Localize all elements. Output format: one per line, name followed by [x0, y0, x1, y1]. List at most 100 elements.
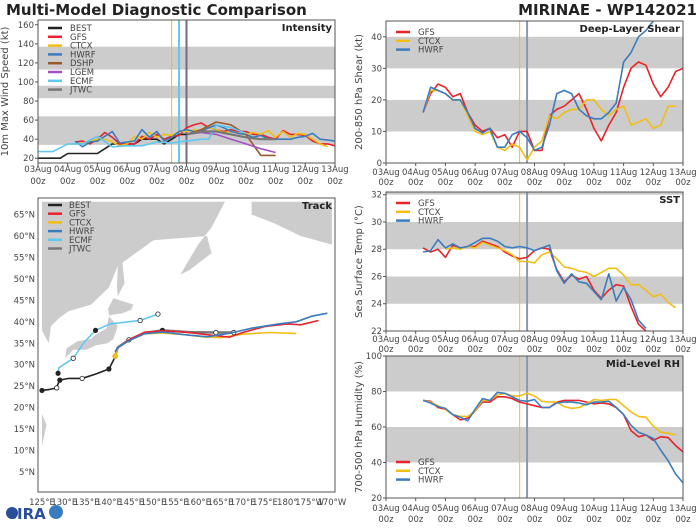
y-axis-label: 700-500 hPa Humidity (%) [354, 361, 365, 493]
shaded-band [386, 356, 683, 392]
legend-label-ctcx: CTCX [418, 208, 441, 218]
series-line-ctcx [422, 392, 676, 436]
series-line-jtwc [186, 130, 276, 141]
lon-tick-label: 130°E [51, 498, 77, 508]
track-position-marker [155, 311, 161, 317]
cira-logo: CIRA [6, 505, 63, 523]
y-tick-label: 60 [371, 423, 382, 433]
x-tick-label-hour: 00z [378, 178, 394, 188]
track-line-ecmf [57, 313, 159, 374]
y-tick-label: 26 [371, 272, 382, 282]
shaded-band [386, 36, 683, 69]
y-axis-label: 10m Max Wind Speed (kt) [0, 26, 11, 156]
lon-tick-label: 160°E [185, 498, 211, 508]
x-tick-label-hour: 00z [90, 177, 106, 187]
x-tick-label-day: 11Aug [262, 165, 289, 175]
figure-title: Multi-Model Diagnostic Comparison [6, 1, 307, 19]
lon-tick-label: 125°E [29, 498, 55, 508]
legend-label-hwrf: HWRF [70, 50, 96, 60]
series-line-hwrf [422, 391, 684, 484]
lon-tick-label: 170°W [317, 498, 346, 508]
x-tick-label-hour: 00z [119, 177, 135, 187]
legend-label-ecmf: ECMF [70, 77, 94, 87]
x-tick-label-day: 07Aug [143, 165, 170, 175]
shear-panel: 0 10 20 30 40 200-850 hPa Shear (kt) Deep-Laye… [354, 20, 684, 169]
lat-tick-label: 10°N [14, 447, 35, 457]
y-tick-label: 30 [371, 64, 382, 74]
x-tick-label-hour: 00z [179, 177, 195, 187]
x-tick-label-day: 05Aug [84, 165, 111, 175]
y-tick-label: 80 [23, 97, 34, 107]
track-position-marker [213, 329, 219, 336]
x-tick-label-day: 10Aug [580, 168, 607, 178]
legend-label-ctcx: CTCX [70, 42, 93, 52]
y-tick-label: 120 [18, 59, 34, 69]
panel-title: Mid-Level RH [606, 359, 680, 370]
x-tick-label-hour: 00z [675, 345, 691, 355]
x-tick-label-hour: 00z [557, 515, 573, 525]
x-tick-label-day: 12Aug [292, 165, 319, 175]
lat-tick-label: 50°N [14, 275, 35, 285]
x-tick-label-hour: 00z [527, 178, 543, 188]
track-position-marker [106, 366, 112, 372]
track-position-marker [70, 355, 76, 361]
legend-label-hwrf: HWRF [418, 46, 444, 56]
y-tick-label: 32 [371, 191, 382, 201]
x-tick-label-day: 04Aug [54, 165, 81, 175]
y-tick-label: 20 [371, 96, 382, 106]
lon-tick-label: 140°E [96, 498, 122, 508]
series-line-hwrf [74, 124, 336, 148]
lat-tick-label: 25°N [14, 382, 35, 392]
x-tick-label-day: 04Aug [402, 335, 429, 345]
legend-label-ecmf: ECMF [69, 236, 93, 246]
x-tick-label-day: 11Aug [610, 504, 637, 514]
legend-label-lgem: LGEM [70, 68, 94, 78]
x-tick-label-day: 08Aug [521, 168, 548, 178]
lat-tick-label: 40°N [14, 318, 35, 328]
track-line-gfs [114, 319, 319, 353]
legend-label-ctcx: CTCX [418, 37, 441, 47]
x-tick-label-day: 11Aug [610, 168, 637, 178]
x-tick-label-hour: 00z [497, 345, 513, 355]
x-tick-label-day: 12Aug [640, 335, 667, 345]
lon-tick-label: 135°E [74, 498, 100, 508]
current-position-marker [112, 353, 118, 359]
lat-tick-label: 60°N [14, 232, 35, 242]
x-tick-label-day: 03Aug [372, 168, 399, 178]
x-tick-label-hour: 00z [616, 345, 632, 355]
series-line-ctcx [422, 89, 676, 161]
x-tick-label-hour: 00z [378, 515, 394, 525]
x-tick-label-day: 04Aug [402, 168, 429, 178]
legend-label-ctcx: CTCX [69, 218, 92, 228]
x-tick-label-day: 05Aug [432, 168, 459, 178]
x-tick-label-day: 13Aug [669, 335, 696, 345]
x-tick-label-day: 11Aug [610, 335, 637, 345]
x-tick-label-hour: 00z [408, 345, 424, 355]
x-tick-label-hour: 00z [378, 345, 394, 355]
landmass [42, 414, 47, 464]
x-tick-label-day: 12Aug [640, 168, 667, 178]
panel-title: Track [302, 201, 332, 212]
legend-label-ctcx: CTCX [418, 467, 441, 477]
y-axis-label: Sea Surface Temp (°C) [354, 205, 365, 318]
x-tick-label-hour: 00z [438, 345, 454, 355]
y-tick-label: 160 [18, 21, 34, 31]
legend-label-gfs: GFS [418, 28, 435, 38]
track-position-marker [55, 370, 61, 376]
x-tick-label-day: 10Aug [580, 504, 607, 514]
track-position-marker [137, 317, 143, 324]
x-tick-label-day: 05Aug [432, 335, 459, 345]
legend-label-gfs: GFS [418, 458, 435, 468]
track-position-marker [39, 387, 45, 394]
landmass [116, 261, 125, 297]
x-tick-label-hour: 00z [467, 345, 483, 355]
y-tick-label: 22 [371, 327, 382, 337]
x-tick-label-hour: 00z [557, 178, 573, 188]
x-tick-label-hour: 00z [268, 177, 284, 187]
landmass [108, 298, 134, 316]
landmass [42, 201, 225, 344]
legend-label-hwrf: HWRF [418, 217, 444, 227]
x-tick-label-day: 07Aug [491, 168, 518, 178]
x-tick-label-hour: 00z [497, 178, 513, 188]
